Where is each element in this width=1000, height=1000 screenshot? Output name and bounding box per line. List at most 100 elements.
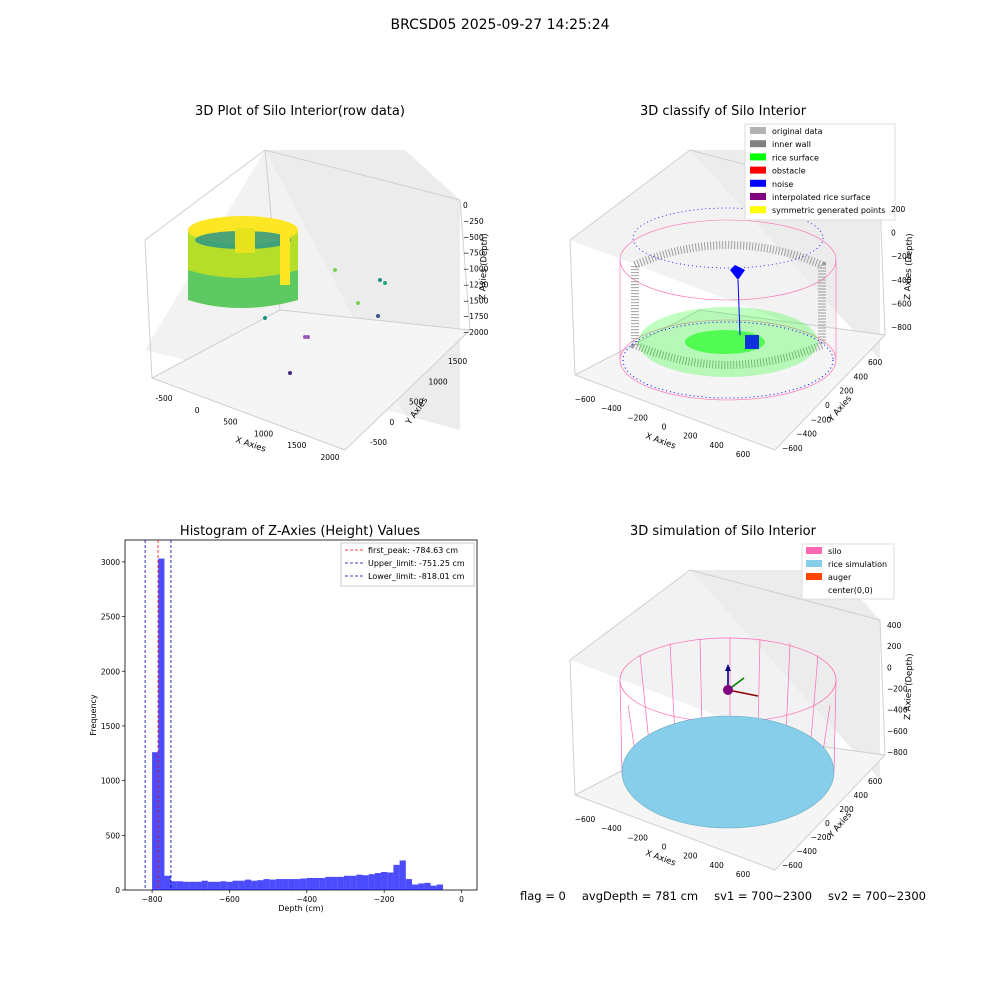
simulation-z-tick-label: −800	[887, 748, 908, 757]
classify-legend-swatch	[750, 166, 766, 174]
histogram-bar	[263, 879, 270, 890]
raw-y-tick-label: 1500	[448, 357, 467, 366]
simulation-z-tick-label: −200	[887, 685, 908, 694]
raw-y-tick-label: -500	[370, 438, 387, 447]
classify-legend-label: rice surface	[772, 153, 819, 162]
classify-z-tick-label: −400	[891, 276, 912, 285]
histogram-bar	[436, 884, 443, 890]
histogram-y-ticks: 0 500 1000 1500 2000 2500 3000	[101, 558, 125, 895]
raw-z-tick-label: −2000	[463, 328, 489, 337]
histogram-bar	[158, 558, 165, 890]
simulation-legend-swatch	[806, 573, 822, 580]
classify-x-tick-label: −400	[601, 404, 622, 413]
classify-legend-swatch	[750, 193, 766, 200]
classify-x-tick-label: −200	[627, 413, 648, 422]
simulation-legend-swatch	[806, 586, 822, 593]
histogram-bar	[405, 879, 413, 890]
sv2-readout: sv2 = 700~2300	[828, 889, 926, 903]
histogram-bar	[220, 881, 227, 890]
histogram-x-tick-label: −600	[219, 895, 240, 904]
simulation-legend-swatch	[806, 560, 822, 567]
classify-y-tick-label: −400	[796, 430, 817, 439]
classify-z-axis-label: Z Axies (Depth)	[903, 233, 915, 300]
histogram-bar	[300, 878, 307, 890]
raw-x-ticks: -500 0 500 1000 1500 2000	[155, 394, 339, 462]
classify-y-tick-label: 200	[839, 387, 854, 396]
raw-y-tick-label: 1000	[429, 377, 448, 386]
raw-x-tick-label: 1000	[254, 429, 273, 438]
raw-x-tick-label: 0	[195, 406, 200, 415]
simulation-legend: silo rice simulation auger center(0,0)	[801, 543, 895, 600]
histogram-bar	[424, 882, 431, 890]
raw-3d-plot: -500 0 500 1000 1500 2000 -500 0 500 1000 1500 0 −…	[144, 149, 490, 462]
histogram-plot-area	[124, 539, 478, 891]
histogram-bar	[294, 879, 301, 890]
classify-legend-swatch	[750, 153, 766, 161]
simulation-z-tick-label: 200	[887, 642, 902, 651]
histogram-bar	[337, 876, 344, 890]
histogram-bar	[257, 880, 264, 890]
histogram-bar	[282, 879, 289, 890]
raw-point-cloud	[188, 216, 387, 375]
histogram-bar	[189, 881, 196, 890]
flag-readout: flag = 0	[520, 889, 566, 903]
histogram-bar	[399, 860, 406, 890]
simulation-y-tick-label: 0	[825, 819, 830, 828]
histogram-bar	[381, 871, 388, 890]
classify-legend-label: original data	[772, 127, 823, 136]
classify-x-tick-label: 0	[662, 423, 667, 432]
histogram-bar	[183, 881, 190, 890]
simulation-x-tick-label: 600	[736, 870, 751, 879]
simulation-legend-label: rice simulation	[828, 560, 887, 569]
histogram-bars	[152, 558, 443, 890]
histogram-bar	[312, 877, 320, 890]
histogram-y-tick-label: 500	[106, 831, 121, 840]
simulation-z-tick-label: 400	[887, 621, 902, 630]
classify-x-axis-label: X Axies	[644, 431, 677, 451]
classify-z-tick-label: 200	[891, 205, 906, 214]
histogram-legend: first_peak: -784.63 cm Upper_limit: -751.…	[340, 542, 475, 587]
histogram-y-tick-label: 1500	[101, 722, 120, 731]
histogram-x-tick-label: −200	[374, 895, 395, 904]
histogram-y-axis-label: Frequency	[89, 694, 98, 736]
histogram-bar	[170, 881, 177, 890]
simulation-plot-title: 3D simulation of Silo Interior	[630, 524, 816, 539]
histogram-bar	[251, 880, 258, 890]
simulation-legend-label: center(0,0)	[828, 586, 873, 595]
simulation-x-tick-label: −400	[601, 824, 622, 833]
simulation-x-tick-label: 400	[710, 861, 725, 870]
histogram-bar	[325, 876, 332, 890]
classify-y-tick-label: −600	[782, 444, 803, 453]
raw-z-tick-label: −750	[463, 249, 484, 258]
raw-z-tick-label: −500	[463, 233, 484, 242]
classify-legend-label: symmetric generated points	[772, 206, 885, 215]
simulation-z-axis-label: Z Axies (Depth)	[903, 653, 915, 720]
simulation-y-tick-label: 600	[868, 777, 883, 786]
histogram-bar	[374, 873, 382, 890]
histogram-x-ticks: −800 −600 −400 −200 0	[142, 890, 464, 904]
simulation-y-tick-label: 200	[839, 805, 854, 814]
histogram-legend-label: first_peak: -784.63 cm	[368, 546, 458, 555]
classify-legend-label: noise	[772, 180, 793, 189]
classify-y-tick-label: −200	[811, 415, 832, 424]
classify-legend-swatch	[750, 127, 766, 134]
histogram-bar	[195, 881, 202, 890]
auger-marker	[723, 664, 759, 697]
raw-y-tick-label: 500	[409, 398, 424, 407]
classify-x-tick-label: 600	[736, 450, 751, 459]
histogram-bar	[350, 875, 357, 890]
simulation-legend-label: auger	[828, 573, 852, 582]
histogram-bar	[244, 879, 252, 890]
raw-x-tick-label: 1500	[287, 441, 306, 450]
raw-z-axis-label: Z Axies (Depth)	[478, 233, 490, 300]
simulation-y-tick-label: −200	[811, 833, 832, 842]
histogram-bar	[152, 752, 159, 890]
histogram-bar	[288, 879, 295, 890]
classify-legend-label: obstacle	[772, 167, 806, 176]
classify-legend-swatch	[750, 140, 766, 148]
histogram-bar	[393, 864, 400, 890]
classify-z-tick-label: 0	[891, 229, 896, 238]
histogram-legend-label: Lower_limit: -818.01 cm	[368, 572, 465, 581]
histogram-bar	[226, 881, 233, 890]
